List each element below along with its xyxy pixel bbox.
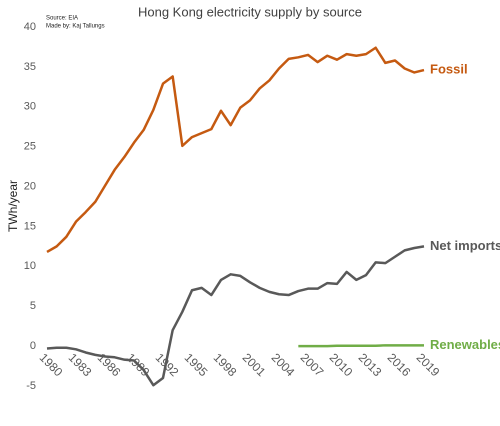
series-line bbox=[46, 245, 425, 387]
y-tick-label: -5 bbox=[26, 380, 36, 392]
series-line bbox=[46, 46, 425, 254]
y-tick-label: 15 bbox=[24, 220, 36, 232]
y-tick-label: 25 bbox=[24, 141, 36, 153]
x-tick-label: 1980 bbox=[37, 350, 66, 379]
x-tick-label: 2004 bbox=[269, 350, 298, 379]
x-tick-label: 2007 bbox=[298, 350, 327, 379]
series-label: Renewables bbox=[430, 337, 500, 352]
y-axis-label: TWh/year bbox=[6, 180, 20, 232]
x-tick-label: 1998 bbox=[211, 350, 240, 379]
x-tick-label: 2010 bbox=[327, 350, 356, 379]
source-note: Source: EIA bbox=[46, 16, 78, 22]
credit-note: Made by: Kaj Tallungs bbox=[46, 24, 105, 30]
x-tick-label: 2001 bbox=[240, 350, 269, 379]
x-tick-label: 2016 bbox=[385, 350, 414, 379]
y-tick-label: 0 bbox=[30, 340, 36, 352]
y-tick-label: 30 bbox=[24, 101, 36, 113]
x-tick-label: 1995 bbox=[182, 350, 211, 379]
y-tick-label: 5 bbox=[30, 300, 36, 312]
series-label: Net imports bbox=[430, 238, 500, 253]
series-label: Fossil bbox=[430, 62, 468, 77]
x-tick-label: 2013 bbox=[356, 350, 385, 379]
y-tick-label: 20 bbox=[24, 180, 36, 192]
chart-title: Hong Kong electricity supply by source bbox=[138, 4, 362, 19]
y-tick-label: 10 bbox=[24, 260, 36, 272]
y-tick-label: 40 bbox=[24, 21, 36, 33]
x-tick-label: 2019 bbox=[414, 350, 443, 379]
series-line bbox=[298, 344, 424, 348]
y-tick-label: 35 bbox=[24, 61, 36, 73]
